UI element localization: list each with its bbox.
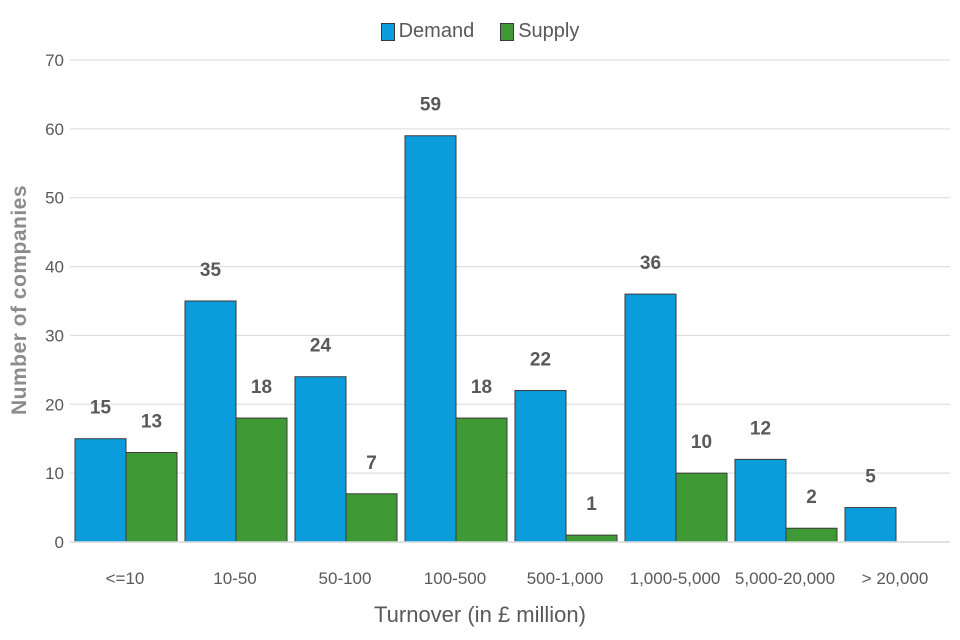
data-label: 36: [640, 253, 661, 274]
x-tick-label: <=10: [106, 569, 145, 588]
data-label: 2: [806, 487, 817, 508]
data-label: 59: [420, 95, 441, 116]
legend-label-demand: Demand: [398, 20, 475, 42]
y-tick-label: 70: [45, 51, 64, 70]
y-tick-label: 60: [45, 120, 64, 139]
legend: Demand Supply: [0, 20, 960, 43]
data-label: 5: [865, 467, 876, 488]
x-tick-label: 100-500: [424, 569, 486, 588]
bar-demand: [734, 458, 787, 543]
x-tick-label: 10-50: [213, 569, 256, 588]
data-label: 18: [471, 377, 492, 398]
x-tick-label: 5,000-20,000: [735, 569, 835, 588]
x-tick-label: 50-100: [319, 569, 372, 588]
legend-swatch-supply: [500, 22, 515, 41]
x-axis-title: Turnover (in £ million): [374, 602, 586, 627]
bar-demand: [404, 135, 457, 543]
data-label: 1: [586, 494, 597, 515]
data-label: 35: [200, 260, 222, 281]
bar-supply: [125, 451, 178, 543]
data-label: 24: [310, 336, 332, 357]
y-tick-label: 20: [45, 395, 64, 414]
bar-demand: [514, 390, 567, 543]
x-tick-label: > 20,000: [862, 569, 929, 588]
legend-item-demand[interactable]: Demand: [380, 20, 475, 43]
legend-swatch-demand: [380, 22, 395, 41]
data-label: 10: [691, 432, 712, 453]
bar-demand: [294, 376, 347, 543]
x-tick-label: 500-1,000: [527, 569, 604, 588]
data-label: 22: [530, 350, 551, 371]
y-tick-label: 0: [55, 533, 64, 552]
y-tick-label: 50: [45, 189, 64, 208]
bar-demand: [624, 293, 677, 543]
x-tick-label: 1,000-5,000: [630, 569, 721, 588]
y-tick-label: 30: [45, 326, 64, 345]
bar-supply: [345, 493, 398, 543]
data-label: 12: [750, 418, 771, 439]
legend-item-supply[interactable]: Supply: [500, 20, 579, 43]
data-label: 18: [251, 377, 272, 398]
bar-supply: [565, 534, 618, 543]
bar-supply: [785, 527, 838, 543]
y-tick-label: 40: [45, 258, 64, 277]
bar-demand: [844, 507, 897, 543]
y-axis-title: Number of companies: [8, 184, 31, 416]
bar-supply: [675, 472, 728, 543]
bar-demand: [184, 300, 237, 543]
data-label: 13: [141, 411, 162, 432]
legend-label-supply: Supply: [518, 20, 580, 42]
bar-supply: [455, 417, 508, 543]
bar-supply: [235, 417, 288, 543]
y-tick-label: 10: [45, 464, 64, 483]
data-label: 7: [366, 453, 377, 474]
bar-demand: [74, 438, 127, 543]
data-label: 15: [90, 398, 112, 419]
